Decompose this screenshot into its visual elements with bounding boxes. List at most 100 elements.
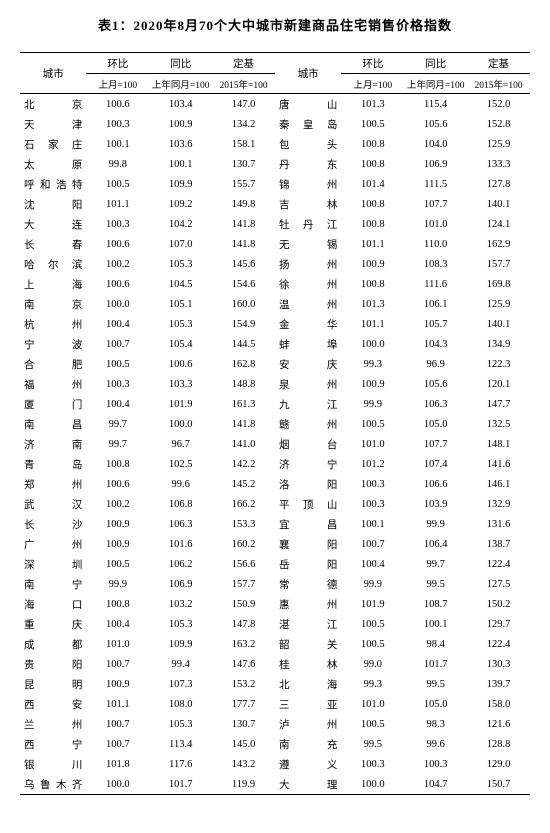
- value-cell: 106.9: [404, 154, 467, 174]
- value-cell: 106.1: [404, 294, 467, 314]
- city-cell: 济 宁: [275, 454, 341, 474]
- city-cell: 长 沙: [20, 514, 86, 534]
- city-cell: 兰 州: [20, 714, 86, 734]
- value-cell: 105.3: [149, 614, 212, 634]
- value-cell: 98.4: [404, 634, 467, 654]
- value-cell: 100.3: [341, 474, 404, 494]
- value-cell: 127.8: [467, 174, 530, 194]
- value-cell: 162.9: [467, 234, 530, 254]
- value-cell: 154.6: [212, 274, 275, 294]
- value-cell: 106.4: [404, 534, 467, 554]
- value-cell: 117.6: [149, 754, 212, 774]
- value-cell: 152.0: [467, 94, 530, 115]
- city-cell: 哈 尔 滨: [20, 254, 86, 274]
- table-row: 广 州100.9101.6160.2襄 阳100.7106.4138.7: [20, 534, 530, 554]
- value-cell: 99.8: [86, 154, 149, 174]
- value-cell: 100.3: [86, 214, 149, 234]
- subheader-base-2: 2015年=100: [467, 74, 530, 94]
- value-cell: 100.1: [341, 514, 404, 534]
- city-cell: 太 原: [20, 154, 86, 174]
- table-row: 海 口100.8103.2150.9惠 州101.9108.7150.2: [20, 594, 530, 614]
- value-cell: 103.2: [149, 594, 212, 614]
- value-cell: 105.6: [404, 114, 467, 134]
- table-row: 乌鲁木齐100.0101.7119.9大 理100.0104.7150.7: [20, 774, 530, 795]
- value-cell: 147.8: [212, 614, 275, 634]
- value-cell: 103.4: [149, 94, 212, 115]
- value-cell: 100.5: [86, 174, 149, 194]
- value-cell: 101.0: [341, 694, 404, 714]
- city-cell: 西 安: [20, 694, 86, 714]
- table-row: 太 原99.8100.1130.7丹 东100.8106.9133.3: [20, 154, 530, 174]
- city-cell: 惠 州: [275, 594, 341, 614]
- value-cell: 138.7: [467, 534, 530, 554]
- value-cell: 100.3: [86, 374, 149, 394]
- value-cell: 106.2: [149, 554, 212, 574]
- value-cell: 99.7: [86, 434, 149, 454]
- value-cell: 99.9: [86, 574, 149, 594]
- value-cell: 101.7: [404, 654, 467, 674]
- value-cell: 122.3: [467, 354, 530, 374]
- value-cell: 144.5: [212, 334, 275, 354]
- city-cell: 宜 昌: [275, 514, 341, 534]
- table-row: 南 宁99.9106.9157.7常 德99.999.5127.5: [20, 574, 530, 594]
- city-cell: 合 肥: [20, 354, 86, 374]
- city-cell: 武 汉: [20, 494, 86, 514]
- value-cell: 105.7: [404, 314, 467, 334]
- value-cell: 130.7: [212, 154, 275, 174]
- table-row: 南 昌99.7100.0141.8赣 州100.5105.0132.5: [20, 414, 530, 434]
- value-cell: 108.7: [404, 594, 467, 614]
- value-cell: 99.0: [341, 654, 404, 674]
- header-base-1: 定基: [212, 53, 275, 74]
- value-cell: 104.0: [404, 134, 467, 154]
- value-cell: 169.8: [467, 274, 530, 294]
- table-row: 大 连100.3104.2141.8牡 丹 江100.8101.0124.1: [20, 214, 530, 234]
- value-cell: 100.5: [341, 714, 404, 734]
- value-cell: 99.5: [404, 574, 467, 594]
- value-cell: 145.6: [212, 254, 275, 274]
- city-cell: 北 海: [275, 674, 341, 694]
- table-row: 郑 州100.699.6145.2洛 阳100.3106.6146.1: [20, 474, 530, 494]
- value-cell: 134.2: [212, 114, 275, 134]
- value-cell: 96.7: [149, 434, 212, 454]
- city-cell: 杭 州: [20, 314, 86, 334]
- table-row: 哈 尔 滨100.2105.3145.6扬 州100.9108.3157.7: [20, 254, 530, 274]
- value-cell: 105.4: [149, 334, 212, 354]
- value-cell: 100.7: [86, 714, 149, 734]
- subheader-mom-1: 上月=100: [86, 74, 149, 94]
- value-cell: 100.6: [86, 234, 149, 254]
- value-cell: 100.0: [341, 774, 404, 795]
- value-cell: 100.3: [341, 494, 404, 514]
- value-cell: 99.6: [149, 474, 212, 494]
- value-cell: 100.4: [341, 554, 404, 574]
- value-cell: 141.0: [212, 434, 275, 454]
- value-cell: 156.6: [212, 554, 275, 574]
- city-cell: 广 州: [20, 534, 86, 554]
- table-row: 西 安101.1108.0177.7三 亚101.0105.0158.0: [20, 694, 530, 714]
- value-cell: 139.7: [467, 674, 530, 694]
- value-cell: 101.3: [341, 294, 404, 314]
- value-cell: 160.2: [212, 534, 275, 554]
- city-cell: 长 春: [20, 234, 86, 254]
- value-cell: 104.3: [404, 334, 467, 354]
- value-cell: 99.5: [404, 674, 467, 694]
- value-cell: 104.2: [149, 214, 212, 234]
- value-cell: 143.2: [212, 754, 275, 774]
- value-cell: 121.6: [467, 714, 530, 734]
- value-cell: 100.0: [341, 334, 404, 354]
- value-cell: 99.3: [341, 354, 404, 374]
- city-cell: 大 连: [20, 214, 86, 234]
- value-cell: 147.0: [212, 94, 275, 115]
- city-cell: 西 宁: [20, 734, 86, 754]
- table-title: 表1：2020年8月70个大中城市新建商品住宅销售价格指数: [20, 15, 530, 34]
- table-row: 长 春100.6107.0141.8无 锡101.1110.0162.9: [20, 234, 530, 254]
- value-cell: 100.4: [86, 314, 149, 334]
- value-cell: 101.1: [341, 314, 404, 334]
- city-cell: 上 海: [20, 274, 86, 294]
- city-cell: 徐 州: [275, 274, 341, 294]
- table-row: 天 津100.3100.9134.2秦 皇 岛100.5105.6152.8: [20, 114, 530, 134]
- value-cell: 100.8: [341, 154, 404, 174]
- value-cell: 105.1: [149, 294, 212, 314]
- value-cell: 101.1: [86, 194, 149, 214]
- value-cell: 98.3: [404, 714, 467, 734]
- table-row: 石 家 庄100.1103.6158.1包 头100.8104.0125.9: [20, 134, 530, 154]
